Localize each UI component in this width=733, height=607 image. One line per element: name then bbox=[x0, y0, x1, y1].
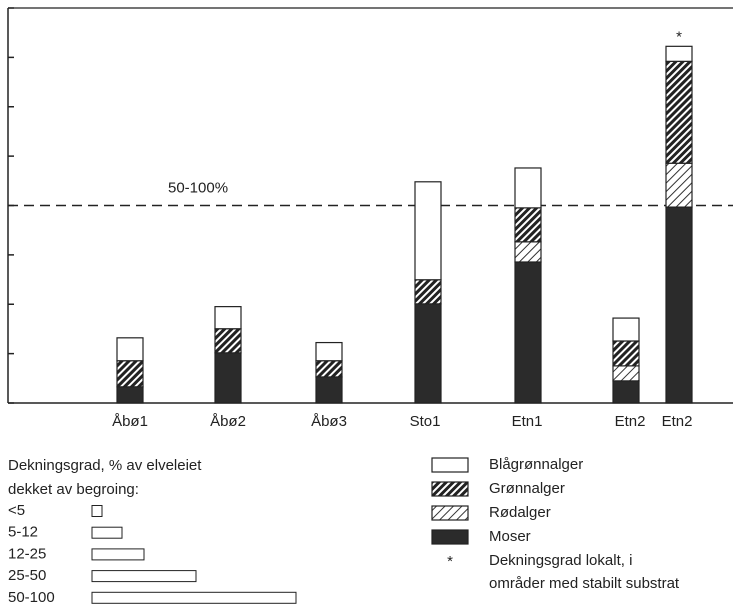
x-tick-label: Etn2 bbox=[662, 413, 693, 430]
size-legend-label: 12-25 bbox=[8, 545, 46, 562]
x-tick-label: Etn1 bbox=[512, 413, 543, 430]
size-legend-label: 5-12 bbox=[8, 524, 38, 541]
bar-segment bbox=[116, 337, 144, 362]
bar-segment bbox=[665, 60, 693, 164]
bar-segment bbox=[514, 207, 542, 243]
bar-segment bbox=[612, 317, 640, 342]
bar-segment bbox=[665, 206, 693, 404]
x-tick-label: Sto1 bbox=[410, 413, 441, 430]
bar-segment bbox=[514, 241, 542, 263]
legend-label: Rødalger bbox=[489, 504, 551, 521]
bar-segment bbox=[414, 279, 442, 305]
bar-annotation: * bbox=[676, 28, 682, 45]
bar-segment bbox=[514, 261, 542, 404]
legend-swatch bbox=[431, 457, 469, 473]
size-legend-label: 25-50 bbox=[8, 567, 46, 584]
size-legend-title: dekket av begroing: bbox=[8, 481, 139, 498]
x-tick-label: Etn2 bbox=[615, 413, 646, 430]
bar-segment bbox=[612, 340, 640, 367]
x-tick-label: Åbø1 bbox=[112, 413, 148, 430]
size-legend-box bbox=[91, 570, 197, 583]
bar-segment bbox=[315, 360, 343, 378]
footnote: områder med stabilt substrat bbox=[489, 575, 680, 592]
threshold-label: 50-100% bbox=[168, 179, 228, 196]
bar-segment bbox=[665, 45, 693, 62]
size-legend-label: <5 bbox=[8, 502, 25, 519]
legend-label: Grønnalger bbox=[489, 480, 565, 497]
x-tick-label: Åbø3 bbox=[311, 413, 347, 430]
bar-segment bbox=[414, 303, 442, 404]
bar-segment bbox=[214, 352, 242, 404]
footnote: Dekningsgrad lokalt, i bbox=[489, 552, 632, 569]
bar-segment bbox=[214, 328, 242, 354]
size-legend-box bbox=[91, 526, 123, 539]
size-legend-box bbox=[91, 505, 103, 517]
legend-label: Moser bbox=[489, 528, 531, 545]
bar-segment bbox=[315, 341, 343, 362]
bar-segment bbox=[116, 360, 144, 388]
legend-swatch bbox=[431, 481, 469, 497]
bar-segment bbox=[116, 386, 144, 404]
legend-swatch bbox=[431, 529, 469, 545]
x-tick-label: Åbø2 bbox=[210, 413, 246, 430]
bar-segment bbox=[665, 162, 693, 208]
size-legend-label: 50-100 bbox=[8, 589, 55, 606]
size-legend-title: Dekningsgrad, % av elveleiet bbox=[8, 457, 202, 474]
size-legend-box bbox=[91, 591, 297, 604]
bar-segment bbox=[214, 306, 242, 330]
bar-segment bbox=[612, 365, 640, 382]
legend-label: Blågrønnalger bbox=[489, 456, 583, 473]
bar-segment bbox=[315, 376, 343, 404]
bar-segment bbox=[514, 167, 542, 209]
footnote-symbol: * bbox=[447, 553, 453, 570]
legend-swatch bbox=[431, 505, 469, 521]
bar-segment bbox=[414, 181, 442, 281]
bar-segment bbox=[612, 380, 640, 404]
size-legend-box bbox=[91, 548, 145, 561]
